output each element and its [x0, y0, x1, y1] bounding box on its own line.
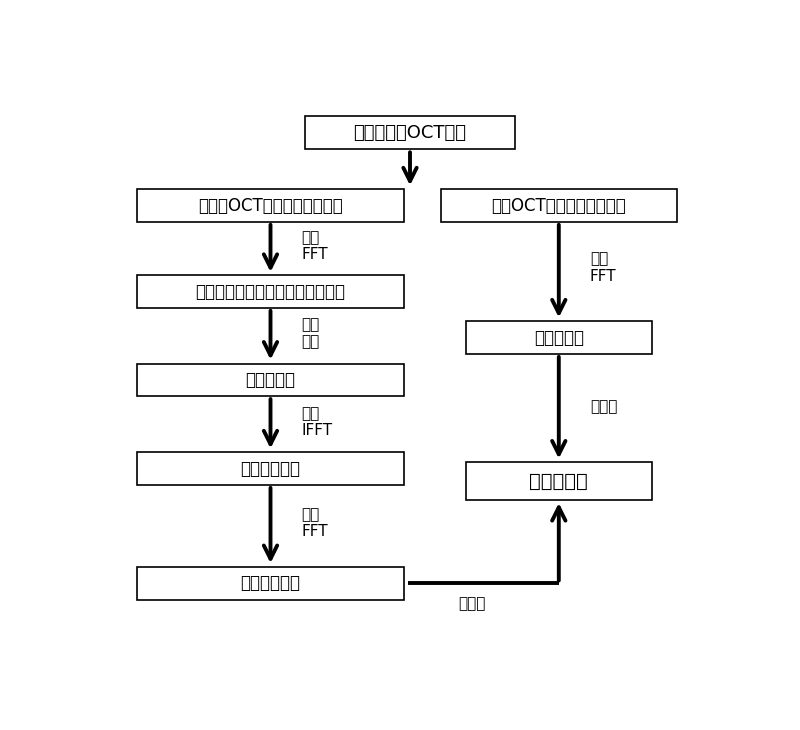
- Text: 眼前节成像图: 眼前节成像图: [241, 575, 301, 592]
- FancyBboxPatch shape: [138, 364, 404, 396]
- Text: 去除共轭像: 去除共轭像: [246, 371, 295, 389]
- Text: 纵向
FFT: 纵向 FFT: [302, 507, 328, 539]
- FancyBboxPatch shape: [466, 321, 652, 354]
- Text: 眼底OCT干涉图（无相移）: 眼底OCT干涉图（无相移）: [491, 196, 626, 215]
- Text: 双通道全眼OCT系统: 双通道全眼OCT系统: [354, 123, 466, 142]
- FancyBboxPatch shape: [138, 453, 404, 485]
- Text: 后处理: 后处理: [590, 399, 617, 415]
- FancyBboxPatch shape: [305, 116, 515, 150]
- Text: 复频谱干涉图: 复频谱干涉图: [241, 460, 301, 477]
- Text: 眼底成像图: 眼底成像图: [534, 328, 584, 347]
- FancyBboxPatch shape: [466, 462, 652, 500]
- FancyBboxPatch shape: [138, 275, 404, 308]
- Text: 全眼成像图: 全眼成像图: [530, 472, 588, 491]
- Text: 眼前节OCT干涉图（有相移）: 眼前节OCT干涉图（有相移）: [198, 196, 343, 215]
- Text: 带通
滤波: 带通 滤波: [302, 317, 320, 350]
- Text: 后处理: 后处理: [458, 596, 486, 611]
- Text: 纵向
FFT: 纵向 FFT: [590, 251, 617, 284]
- Text: 横向
FFT: 横向 FFT: [302, 230, 328, 262]
- FancyBboxPatch shape: [441, 189, 677, 222]
- FancyBboxPatch shape: [138, 567, 404, 599]
- Text: 横向
IFFT: 横向 IFFT: [302, 406, 333, 438]
- FancyBboxPatch shape: [138, 189, 404, 222]
- Text: 频谱产生频移，共轭镜像频谱分离: 频谱产生频移，共轭镜像频谱分离: [195, 283, 346, 301]
